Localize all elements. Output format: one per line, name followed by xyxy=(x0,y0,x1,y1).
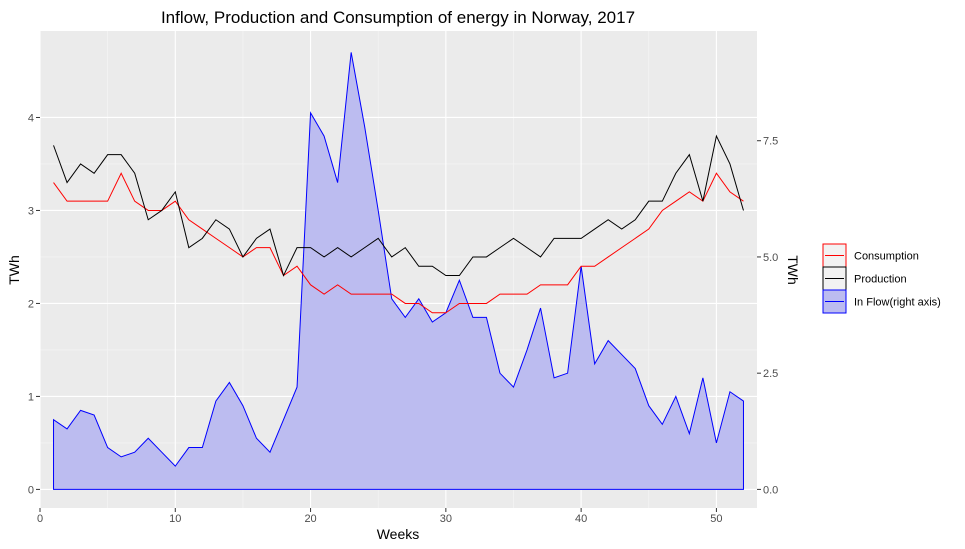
y-tick-label-left: 1 xyxy=(28,391,34,403)
axes: 0 10 20 30 40 50 0 1 2 3 4 0.0 2.5 5.0 7.5 xyxy=(28,112,778,525)
legend-label-consumption: Consumption xyxy=(854,251,919,263)
y-tick-label-right: 5.0 xyxy=(763,252,778,264)
x-tick-label: 30 xyxy=(440,513,452,525)
production-line xyxy=(53,134,744,277)
y-axis-title-left: TWh xyxy=(6,255,22,285)
consumption-line xyxy=(53,172,744,314)
x-tick-label: 20 xyxy=(304,513,316,525)
legend-label-inflow: In Flow(right axis) xyxy=(854,297,941,309)
y-tick-label-left: 2 xyxy=(28,298,34,310)
x-tick-label: 40 xyxy=(575,513,587,525)
series-layer xyxy=(53,52,744,490)
x-axis-title: Weeks xyxy=(377,526,420,542)
y-tick-label-right: 7.5 xyxy=(763,136,778,148)
x-tick-label: 10 xyxy=(169,513,181,525)
grid xyxy=(39,31,757,508)
x-tick-label: 50 xyxy=(710,513,722,525)
y-tick-label-left: 3 xyxy=(28,205,34,217)
chart-title: Inflow, Production and Consumption of en… xyxy=(161,8,635,27)
legend: Consumption Production In Flow(right axis) xyxy=(822,243,941,314)
x-tick-label: 0 xyxy=(37,513,43,525)
y-tick-label-right: 2.5 xyxy=(763,368,778,380)
y-tick-label-left: 4 xyxy=(28,112,34,124)
y-axis-title-right: TWh xyxy=(785,255,801,285)
inflow-area xyxy=(53,52,744,490)
y-tick-label-right: 0.0 xyxy=(763,484,778,496)
y-tick-label-left: 0 xyxy=(28,484,34,496)
legend-label-production: Production xyxy=(854,274,907,286)
